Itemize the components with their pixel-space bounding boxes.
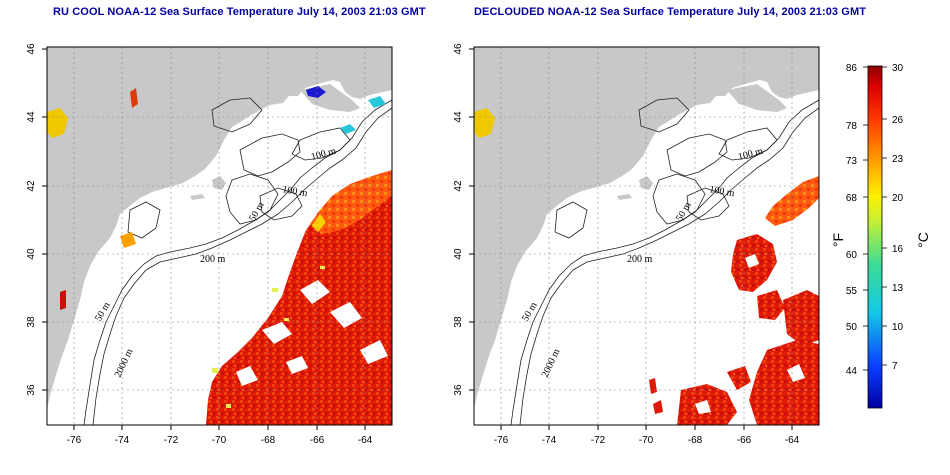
celsius-tick: 13 (892, 283, 904, 294)
contour-label: 200 m (627, 254, 653, 265)
x-tick-label: -76 (494, 435, 509, 446)
celsius-tick: 16 (892, 244, 904, 255)
y-tick-label: 38 (26, 316, 37, 328)
right-map-title: DECLOUDED NOAA-12 Sea Surface Temperatur… (474, 6, 867, 18)
y-tick-label: 36 (453, 384, 464, 396)
y-tick-label: 40 (453, 248, 464, 260)
y-tick-label: 42 (26, 180, 37, 192)
celsius-tick: 23 (892, 154, 904, 165)
celsius-tick: 7 (892, 361, 898, 372)
celsius-tick: 10 (892, 322, 904, 333)
warm-water (206, 170, 392, 425)
x-tick-label: -64 (358, 435, 373, 446)
colorbar (867, 65, 883, 409)
left-map (47, 47, 392, 425)
x-tick-label: -68 (261, 435, 276, 446)
fahrenheit-tick: 78 (846, 121, 858, 132)
celsius-tick: 26 (892, 115, 904, 126)
y-tick-label: 44 (26, 111, 37, 123)
fahrenheit-tick: 44 (846, 366, 858, 377)
left-map-title: RU COOL NOAA-12 Sea Surface Temperature … (53, 6, 426, 18)
x-tick-label: -68 (688, 435, 703, 446)
celsius-unit-label: °C (915, 232, 931, 248)
contour-label: 200 m (200, 254, 226, 265)
x-tick-label: -74 (542, 435, 557, 446)
x-tick-label: -72 (164, 435, 179, 446)
fahrenheit-tick: 55 (846, 286, 858, 297)
fahrenheit-unit-label: °F (830, 233, 846, 247)
x-tick-label: -64 (785, 435, 800, 446)
fahrenheit-tick: 50 (846, 322, 858, 333)
fahrenheit-tick: 86 (846, 63, 858, 74)
y-tick-label: 44 (453, 111, 464, 123)
celsius-tick: 30 (892, 63, 904, 74)
x-tick-label: -70 (639, 435, 654, 446)
y-tick-label: 42 (453, 180, 464, 192)
x-tick-label: -66 (737, 435, 752, 446)
fahrenheit-tick: 68 (846, 193, 858, 204)
contour-label: 100 m (708, 184, 735, 199)
x-tick-label: -74 (115, 435, 130, 446)
x-tick-label: -70 (212, 435, 227, 446)
fahrenheit-tick: 60 (846, 250, 858, 261)
y-tick-label: 40 (26, 248, 37, 260)
x-tick-label: -76 (67, 435, 82, 446)
celsius-tick: 20 (892, 193, 904, 204)
contour-label: 100 m (281, 184, 308, 199)
x-tick-label: -66 (310, 435, 325, 446)
y-tick-label: 46 (26, 43, 37, 55)
fahrenheit-tick: 73 (846, 156, 858, 167)
land (47, 47, 392, 410)
y-tick-label: 46 (453, 43, 464, 55)
y-tick-label: 36 (26, 384, 37, 396)
right-map (474, 47, 819, 425)
y-tick-label: 38 (453, 316, 464, 328)
x-tick-label: -72 (591, 435, 606, 446)
